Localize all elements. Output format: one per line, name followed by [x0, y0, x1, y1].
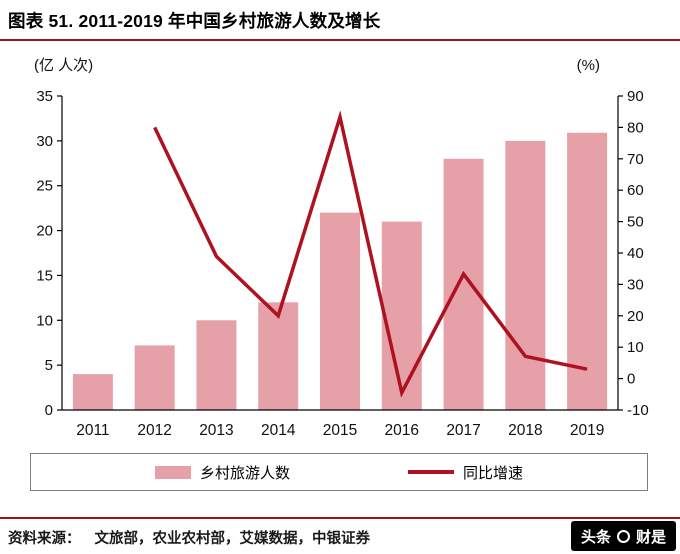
- x-tick-label: 2019: [570, 422, 604, 439]
- caishi-logo-icon: [616, 529, 630, 543]
- bar-2011: [72, 374, 113, 410]
- line-series-swatch: [408, 470, 454, 474]
- left-tick-label: 5: [45, 357, 53, 374]
- bar-series-label: 乡村旅游人数: [199, 464, 290, 482]
- bar-2013: [196, 320, 237, 410]
- x-tick-label: 2012: [137, 422, 171, 439]
- left-axis-unit-label: (亿 人次): [34, 57, 93, 74]
- right-tick-label: 40: [627, 245, 644, 262]
- watermark-badge: 头条 财是: [570, 521, 676, 551]
- left-tick-label: 15: [36, 267, 53, 284]
- bar-2016: [381, 221, 422, 410]
- bar-2014: [258, 302, 299, 410]
- left-tick-label: 30: [36, 133, 53, 150]
- bar-2019: [567, 132, 608, 410]
- right-tick-label: 10: [627, 339, 644, 356]
- right-tick-label: 50: [627, 214, 644, 231]
- title-divider: [0, 39, 680, 41]
- growth-line: [153, 110, 588, 398]
- right-tick-label: 70: [627, 151, 644, 168]
- x-tick-label: 2011: [76, 422, 109, 439]
- x-tick-label: 2013: [199, 422, 233, 439]
- bar-series-swatch: [154, 465, 191, 479]
- left-tick-label: 0: [45, 402, 53, 419]
- bar-2015: [320, 212, 360, 410]
- x-tick-label: 2018: [508, 422, 542, 439]
- x-tick-label: 2015: [323, 422, 357, 439]
- legend-item-bars: 乡村旅游人数: [154, 462, 290, 483]
- left-tick-label: 25: [36, 178, 53, 195]
- left-tick-label: 35: [36, 88, 53, 105]
- source-label: 资料来源：: [8, 531, 81, 547]
- right-tick-label: 20: [627, 308, 644, 325]
- right-tick-label: -10: [627, 402, 649, 419]
- left-tick-label: 20: [36, 223, 53, 240]
- right-tick-label: 60: [627, 182, 644, 199]
- toutiao-label: 头条: [580, 528, 611, 546]
- x-tick-label: 2014: [261, 422, 296, 439]
- bar-2012: [134, 345, 175, 410]
- legend-item-line: 同比增速: [408, 462, 523, 483]
- x-tick-label: 2016: [385, 422, 419, 439]
- chart-svg: 0 5 10 15 20 25 30 35 -10 0 10 20 30 40 50 60 70 80 90 2011…: [34, 57, 649, 439]
- right-tick-label: 0: [627, 371, 635, 388]
- left-tick-label: 10: [36, 312, 53, 329]
- source-text: 文旅部，农业农村部，艾媒数据，中银证券: [94, 531, 371, 547]
- bar-2018: [505, 140, 546, 410]
- chart-title: 图表 51. 2011-2019 年中国乡村旅游人数及增长: [8, 11, 381, 31]
- caishi-label: 财是: [635, 528, 666, 546]
- bar-2017: [443, 158, 484, 410]
- line-series-label: 同比增速: [463, 464, 524, 482]
- x-tick-label: 2017: [446, 422, 480, 439]
- chart-legend: 乡村旅游人数 同比增速: [30, 453, 648, 491]
- source-line: 资料来源： 文旅部，农业农村部，艾媒数据，中银证券: [8, 527, 370, 548]
- right-tick-label: 90: [627, 88, 644, 105]
- right-tick-label: 30: [627, 276, 644, 293]
- source-divider: [0, 517, 680, 519]
- right-axis-unit-label: (%): [577, 57, 600, 74]
- right-tick-label: 80: [627, 119, 644, 136]
